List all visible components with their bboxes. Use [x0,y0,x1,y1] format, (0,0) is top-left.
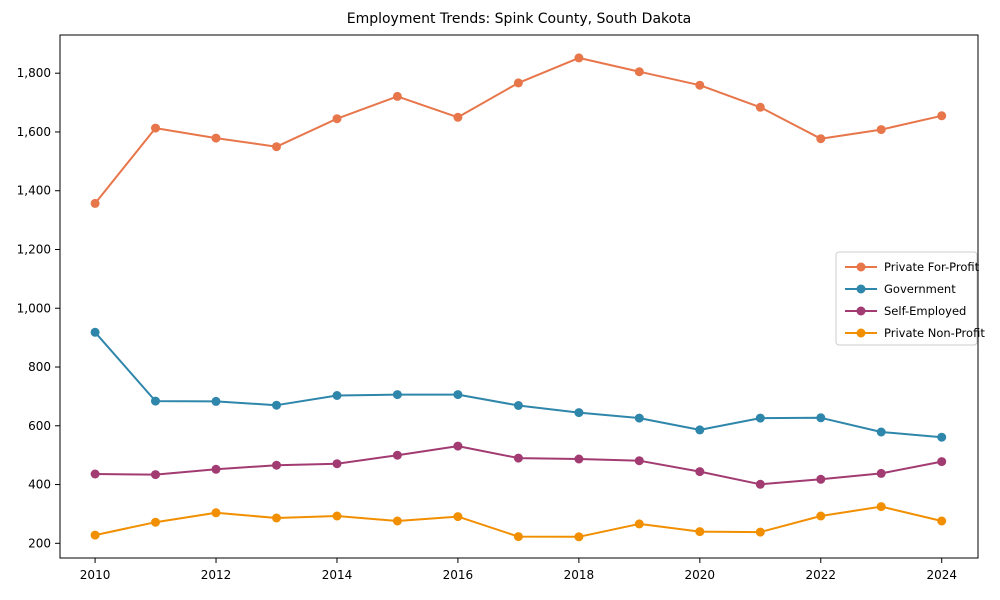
data-point [816,134,826,144]
data-point [392,516,402,526]
legend-label: Private Non-Profit [884,326,985,340]
data-point [634,519,644,529]
data-point [513,401,523,410]
x-tick-label: 2024 [926,568,957,582]
data-point [695,467,705,477]
legend-marker-icon [856,262,866,272]
data-point [151,517,160,527]
x-tick-label: 2018 [564,568,595,582]
data-point [513,453,523,463]
legend-box [835,251,978,346]
data-point [151,396,160,406]
legend-label: Government [884,282,956,296]
data-point [211,396,221,406]
y-tick-label: 600 [28,419,51,433]
data-point [695,425,705,435]
legend-marker-icon [856,306,866,316]
data-point [876,502,886,512]
x-tick-label: 2022 [805,568,836,582]
data-point [392,390,402,400]
legend-marker-icon [856,284,866,294]
data-point [574,53,584,63]
legend-label: Self-Employed [884,304,966,318]
data-point [272,513,281,523]
data-point [755,413,765,423]
data-point [816,474,826,484]
data-point [453,441,463,451]
data-point [634,456,644,466]
data-point [453,390,463,400]
data-point [332,511,342,521]
y-tick-label: 400 [28,478,51,492]
data-point [151,470,160,480]
data-point [755,102,765,112]
data-point [272,460,281,470]
data-point [90,327,100,337]
data-point [937,111,947,121]
data-point [513,532,523,542]
x-tick-label: 2020 [685,568,716,582]
data-point [574,532,584,542]
data-point [937,432,947,442]
data-point [695,80,705,90]
data-point [90,469,100,479]
x-tick-label: 2010 [80,568,111,582]
legend-marker-icon [856,328,866,338]
data-point [876,468,886,478]
data-point [211,133,221,143]
plot-border [59,34,979,559]
data-point [211,464,221,474]
x-tick-label: 2012 [201,568,232,582]
data-point [816,413,826,423]
data-point [90,198,100,208]
data-point [392,91,402,101]
data-point [272,400,281,410]
data-point [816,511,826,521]
data-point [876,427,886,437]
data-point [755,479,765,489]
data-point [151,123,160,133]
data-point [332,391,342,400]
y-tick-label: 1,800 [17,66,51,80]
y-tick-label: 1,600 [17,125,51,139]
x-tick-label: 2014 [322,568,353,582]
y-tick-label: 800 [28,360,51,374]
data-point [574,408,584,418]
chart-title: Employment Trends: Spink County, South D… [347,11,692,27]
data-point [634,67,644,77]
data-point [937,457,947,467]
data-point [574,454,584,464]
y-tick-label: 1,400 [17,184,51,198]
y-tick-label: 1,200 [17,242,51,256]
data-point [392,450,402,460]
data-point [695,527,705,537]
data-point [90,530,100,540]
data-point [453,112,463,122]
series-line-self-employed [94,445,943,486]
data-point [513,78,523,88]
x-tick-label: 2016 [443,568,474,582]
data-point [755,527,765,537]
data-point [211,508,221,518]
data-point [332,114,342,124]
data-point [272,142,281,152]
data-point [453,512,463,522]
data-point [634,413,644,423]
data-point [937,516,947,526]
series-line-government [94,331,943,439]
y-tick-label: 200 [28,536,51,550]
legend-label: Private For-Profit [884,260,980,274]
data-point [332,459,342,469]
y-tick-label: 1,000 [17,301,51,315]
data-point [876,125,886,135]
